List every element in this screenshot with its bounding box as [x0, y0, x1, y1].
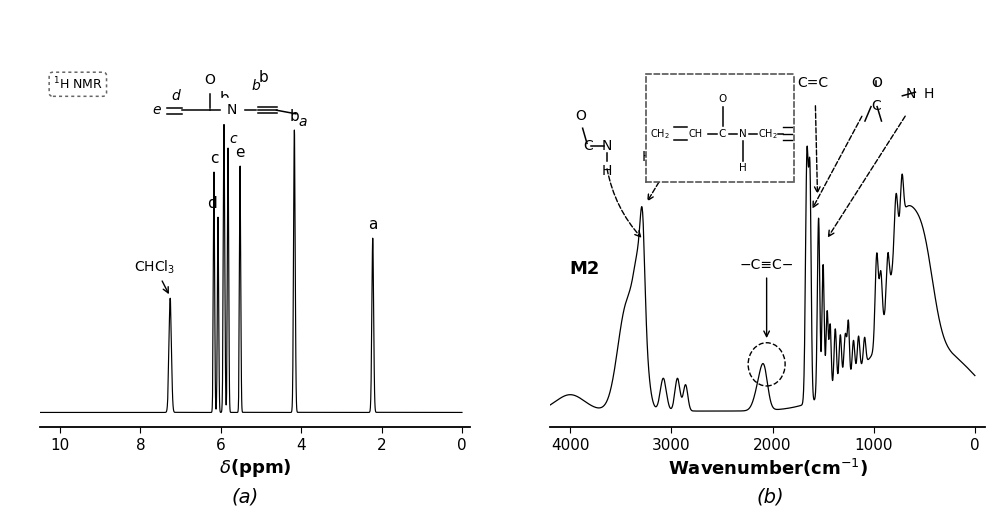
Text: C: C	[871, 99, 881, 113]
Text: e: e	[235, 145, 245, 160]
Text: N: N	[227, 103, 237, 117]
Text: O: O	[204, 73, 215, 87]
Text: (a): (a)	[231, 487, 259, 506]
Text: d: d	[207, 196, 217, 211]
Text: O: O	[575, 109, 586, 123]
Text: $^1$H NMR: $^1$H NMR	[53, 76, 103, 93]
Text: CHCl$_3$: CHCl$_3$	[134, 259, 176, 293]
Text: H: H	[601, 164, 612, 178]
Text: c: c	[229, 132, 237, 146]
Text: O: O	[871, 76, 882, 90]
Text: −C≡C−: −C≡C−	[739, 259, 794, 337]
X-axis label: Wavenumber(cm$^{-1}$): Wavenumber(cm$^{-1}$)	[668, 457, 867, 479]
Text: d: d	[171, 89, 180, 103]
Text: N: N	[906, 87, 916, 101]
Text: a: a	[298, 114, 306, 129]
Text: N: N	[601, 139, 612, 153]
Text: C: C	[583, 139, 593, 152]
Text: a: a	[368, 217, 377, 232]
Text: e: e	[152, 103, 160, 117]
Text: b: b	[290, 109, 299, 124]
Text: (b): (b)	[756, 487, 784, 506]
Text: H: H	[923, 87, 934, 101]
Text: b: b	[219, 91, 229, 106]
Text: H−C≡C−: H−C≡C−	[642, 150, 706, 200]
Text: b: b	[259, 70, 268, 85]
Text: c: c	[210, 151, 218, 166]
X-axis label: $\delta$(ppm): $\delta$(ppm)	[219, 457, 291, 479]
Text: b: b	[252, 79, 261, 93]
Text: M2: M2	[570, 260, 600, 278]
Text: C=C: C=C	[798, 76, 829, 90]
